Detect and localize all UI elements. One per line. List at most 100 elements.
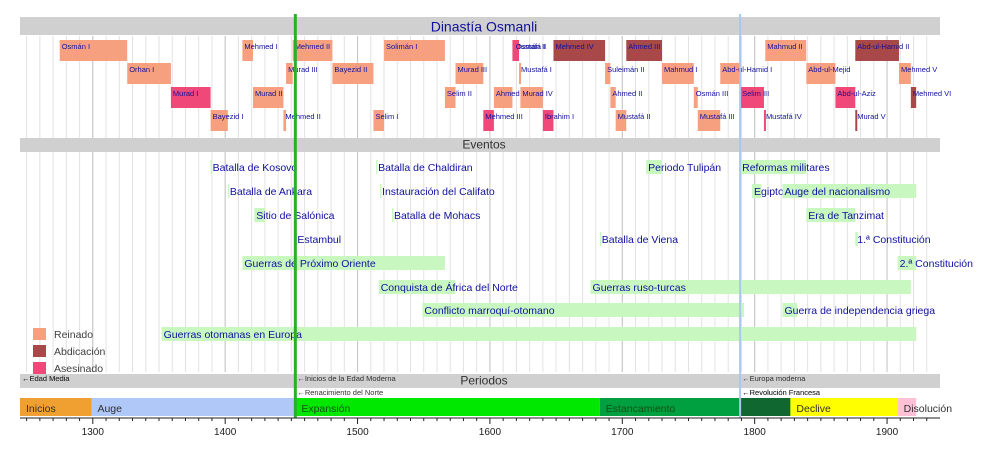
sultan-bar (542, 110, 554, 131)
sultan-bar (662, 63, 694, 84)
period-bar (897, 398, 917, 416)
sultan-bar (693, 87, 698, 108)
sultan-label: Murad V (857, 112, 885, 121)
period-marker: ←Edad Media (22, 374, 70, 383)
period-bar (91, 398, 296, 416)
event-label: Batalla de Kosovo (213, 162, 298, 174)
legend-label-assassinated: Asesinado (54, 363, 103, 375)
sultan-label: Ahmed II (612, 89, 642, 98)
period-marker: ←Europa moderna (742, 374, 806, 383)
sultan-label: Mahmud II (767, 42, 802, 51)
sultan-label: Mehmed II (285, 112, 320, 121)
sultan-bar (697, 110, 721, 131)
sultan-bar (444, 87, 456, 108)
event-label: Batalla de Mohacs (394, 210, 480, 222)
sultan-bar (513, 40, 520, 61)
sultan-bar (855, 110, 858, 131)
grid-lines (26, 36, 928, 372)
sultan-bar (519, 63, 522, 84)
event-label: Guerras ruso-turcas (593, 282, 686, 294)
period-marker: ←Revolución Francesa (742, 388, 821, 397)
event-label: Batalla de Chaldiran (378, 162, 473, 174)
event-bar (391, 208, 394, 222)
event-label: Instauración del Califato (382, 186, 495, 198)
period-marker: ←Revolución Francesa (742, 388, 821, 397)
legend-label-reign: Reinado (54, 329, 93, 341)
sultan-label: Mehmed II (295, 42, 330, 51)
x-tick-label: 1500 (346, 427, 369, 438)
sultan-bar (384, 40, 445, 61)
period-bar (295, 398, 600, 416)
event-bar (782, 184, 917, 198)
sultan-bar (455, 63, 484, 84)
event-bar (752, 184, 762, 198)
event-label: Reformas militares (742, 162, 830, 174)
sultan-bar (910, 87, 917, 108)
event-bar (590, 280, 911, 294)
sultan-reigns: Osmán I Orhan I Murad I Bayezid I Mehmed I Mu… (59, 40, 951, 131)
event-label: Guerras de Próximo Oriente (244, 258, 375, 270)
event-bar (227, 184, 230, 198)
events-header: Eventos (462, 138, 505, 152)
sultan-label: Mustafá I (521, 65, 552, 74)
event-bar (376, 160, 378, 174)
sultan-label: Abd-ul-Aziz (837, 89, 876, 98)
sultan-bar (483, 110, 494, 131)
sultan-label: Suleimán II (607, 65, 645, 74)
sultan-bar (610, 87, 616, 108)
legend-swatch-assassinated (33, 362, 46, 374)
sultan-label: Mehmed III (485, 112, 523, 121)
period-bar (20, 398, 92, 416)
sultan-label: Murad I (173, 89, 198, 98)
sultan-label: Solimán I (386, 42, 417, 51)
period-label: Estancamiento (606, 403, 676, 415)
sultan-label: Ahmed I (496, 89, 524, 98)
period-label: Declive (796, 403, 831, 415)
sultan-bar (286, 63, 293, 84)
sultan-label: Orhan I (129, 65, 154, 74)
dynasty-header: Dinastía Osmanli (431, 19, 538, 35)
sultan-label: Osmán I (62, 42, 90, 51)
sultan-label: Ibrahim I (545, 112, 574, 121)
sultan-label: Bayezid I (213, 112, 244, 121)
events: Batalla de Kosovo Batalla de Chaldiran Per… (161, 160, 973, 341)
sultan-bar (615, 110, 627, 131)
x-tick-label: 1700 (611, 427, 634, 438)
event-label: Auge del nacionalismo (784, 186, 890, 198)
sultan-bar (242, 40, 253, 61)
legend-label-abdication: Abdicación (54, 346, 106, 358)
period-marker: ←Edad Media (22, 374, 70, 383)
x-tick-label: 1300 (82, 427, 105, 438)
period-label: Expansión (301, 403, 350, 415)
period-label: Disolución (904, 403, 953, 415)
sultan-bar (127, 63, 171, 84)
sultan-label: Murad IV (522, 89, 552, 98)
event-bar (646, 160, 663, 174)
event-bar (378, 280, 456, 294)
event-bar (254, 208, 265, 222)
event-label: Batalla de Ankara (230, 186, 312, 198)
event-bar (806, 208, 856, 222)
period-marker: ←Renacimiento del Norte (297, 388, 383, 397)
period-label: Inicios (26, 403, 56, 415)
sultan-label: Mustafá II (618, 112, 651, 121)
sultan-label: Mustafá IV (766, 112, 802, 121)
event-bar (740, 160, 807, 174)
sultan-label: Mehmed I (244, 42, 277, 51)
sultan-bar (765, 40, 807, 61)
sultan-label: Mahmud I (664, 65, 697, 74)
period-bar (790, 398, 898, 416)
sultan-bar (720, 63, 741, 84)
sultan-bar (520, 87, 543, 108)
legend-swatch-reign (33, 328, 46, 340)
event-bar (782, 303, 798, 317)
events-header-band (20, 138, 940, 152)
x-tick-label: 1800 (744, 427, 767, 438)
sultan-label: Murad III (288, 65, 318, 74)
sultan-bar (898, 63, 911, 84)
period-label: Auge (97, 403, 122, 415)
event-label: Batalla de Viena (602, 234, 678, 246)
event-bar (242, 256, 445, 270)
event-bar (422, 303, 745, 317)
sultan-bar (292, 40, 333, 61)
